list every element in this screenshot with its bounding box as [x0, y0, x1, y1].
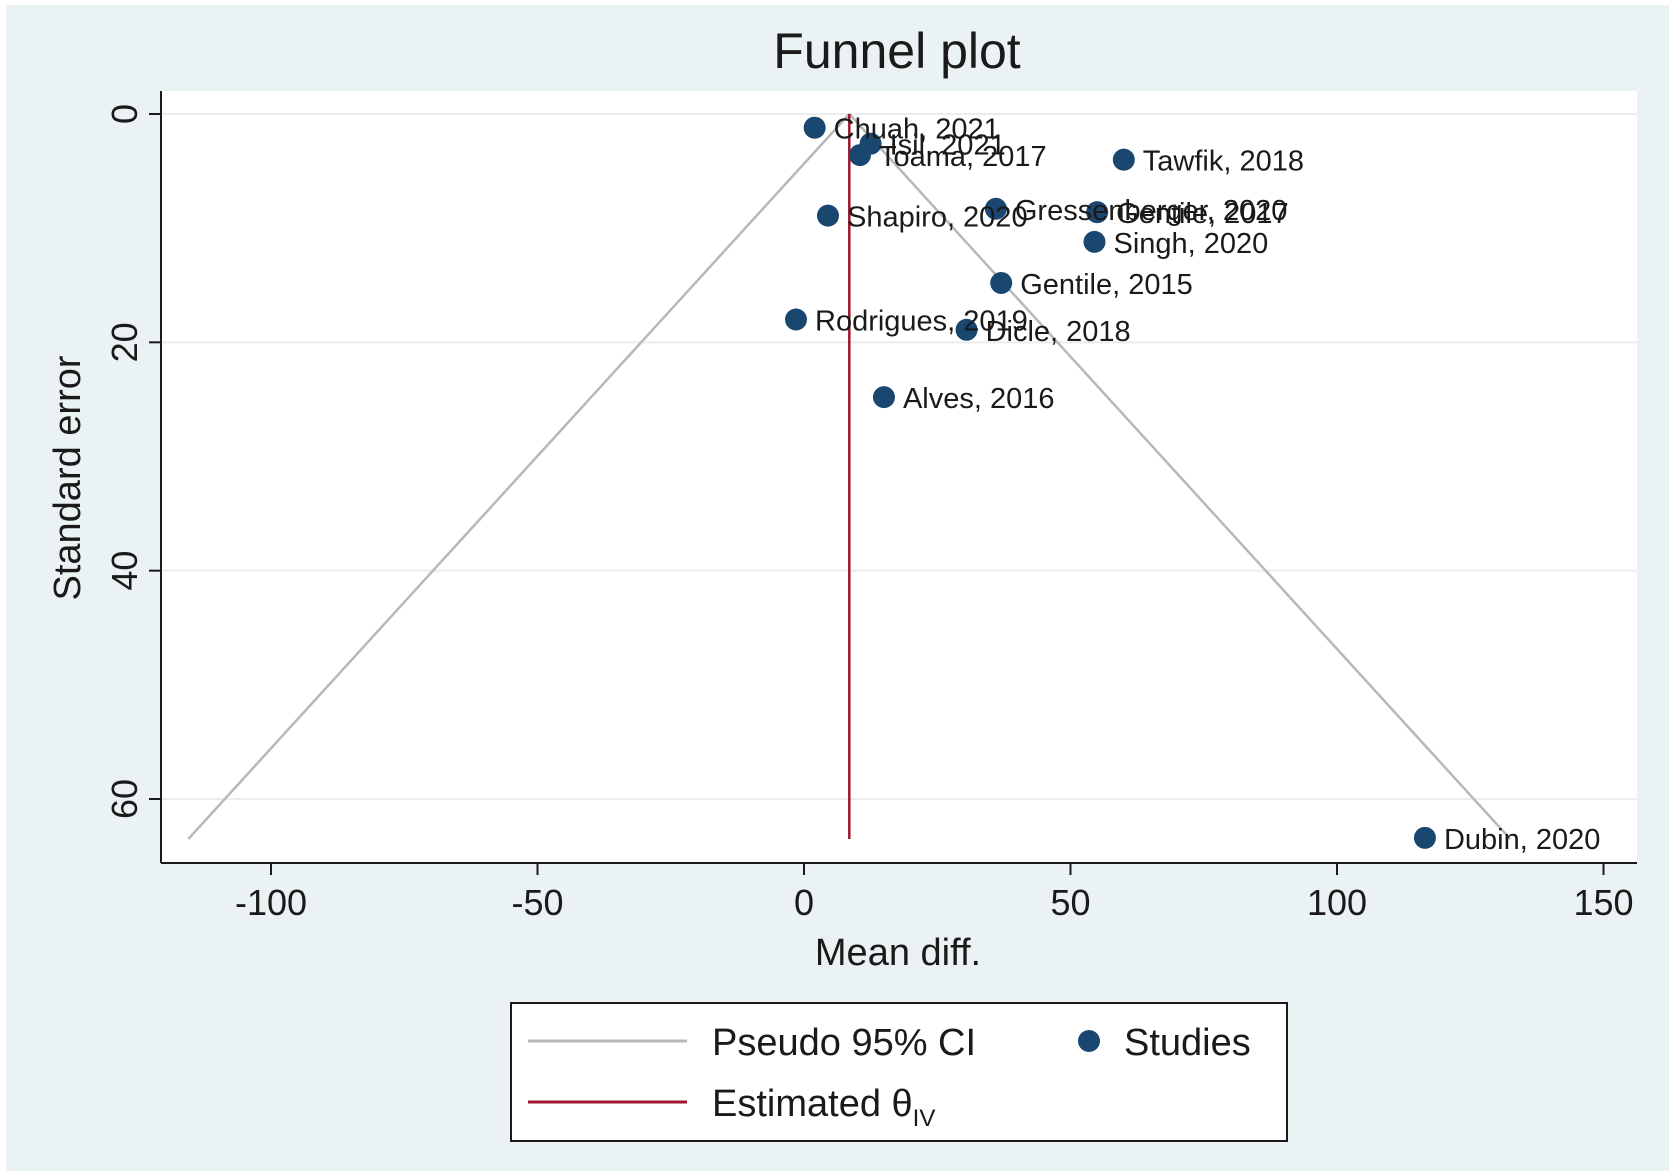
- study-label: Singh, 2020: [1113, 228, 1268, 260]
- study-label: Dicle, 2018: [986, 316, 1131, 348]
- pseudo-ci-right-line: [848, 113, 1512, 840]
- study-point: [1086, 201, 1109, 224]
- study-label: Shapiro, 2020: [847, 202, 1028, 234]
- study-points: [785, 116, 1436, 849]
- study-point: [785, 308, 808, 331]
- legend-estimate-text: Estimated θ: [712, 1083, 913, 1125]
- study-label: Chuah, 2021: [834, 114, 1000, 146]
- x-tick-label: 50: [1050, 882, 1090, 923]
- study-label: Gentile, 2017: [1116, 198, 1289, 230]
- study-label: Rodrigues, 2019: [815, 306, 1028, 338]
- legend-studies-marker: [1078, 1030, 1100, 1052]
- study-label: Isil, 2021: [890, 130, 1006, 162]
- study-point: [990, 271, 1013, 294]
- x-axis-title: Mean diff.: [815, 932, 981, 974]
- x-tick-label: 150: [1573, 882, 1633, 923]
- y-axis-title: Standard error: [47, 355, 89, 600]
- legend-box: [510, 1002, 1288, 1142]
- chart-title: Funnel plot: [773, 23, 1020, 79]
- y-axis-ticks: 0 20 40 60: [104, 104, 161, 819]
- legend-estimate-subscript: IV: [913, 1105, 936, 1132]
- study-point: [1413, 826, 1436, 849]
- study-point: [955, 318, 978, 341]
- pseudo-ci-left-line: [187, 113, 851, 840]
- y-tick-label: 40: [104, 551, 145, 591]
- study-point: [872, 386, 895, 409]
- study-label: Gressenberger, 2020: [1015, 195, 1287, 227]
- grid-lines: [161, 113, 1637, 800]
- x-tick-label: -50: [511, 882, 563, 923]
- y-tick-label: 60: [104, 779, 145, 819]
- study-label: Tawfik, 2018: [1143, 146, 1304, 178]
- legend: Pseudo 95% CI Studies Estimated θIV: [510, 1002, 1288, 1142]
- study-label: Dubin, 2020: [1444, 824, 1600, 856]
- study-label: Toama, 2017: [879, 141, 1047, 173]
- y-tick-label: 0: [104, 104, 145, 124]
- x-tick-label: 0: [794, 882, 814, 923]
- study-point: [803, 116, 826, 139]
- legend-studies-label: Studies: [1124, 1022, 1251, 1064]
- x-tick-label: 100: [1307, 882, 1367, 923]
- study-point: [1083, 230, 1106, 253]
- study-point: [848, 144, 871, 167]
- study-point: [816, 204, 839, 227]
- legend-estimate-label: Estimated θIV: [712, 1083, 935, 1132]
- study-point: [984, 197, 1007, 220]
- legend-ci-label: Pseudo 95% CI: [712, 1022, 976, 1064]
- study-label: Alves, 2016: [903, 383, 1055, 415]
- study-label: Gentile, 2015: [1020, 269, 1193, 301]
- x-tick-label: -100: [235, 882, 307, 923]
- pseudo-ci-lines: [187, 113, 1512, 840]
- plot-area: [161, 91, 1637, 863]
- y-tick-label: 20: [104, 322, 145, 362]
- x-axis-ticks: -100 -50 0 50 100 150: [235, 863, 1634, 923]
- study-point: [1112, 148, 1135, 171]
